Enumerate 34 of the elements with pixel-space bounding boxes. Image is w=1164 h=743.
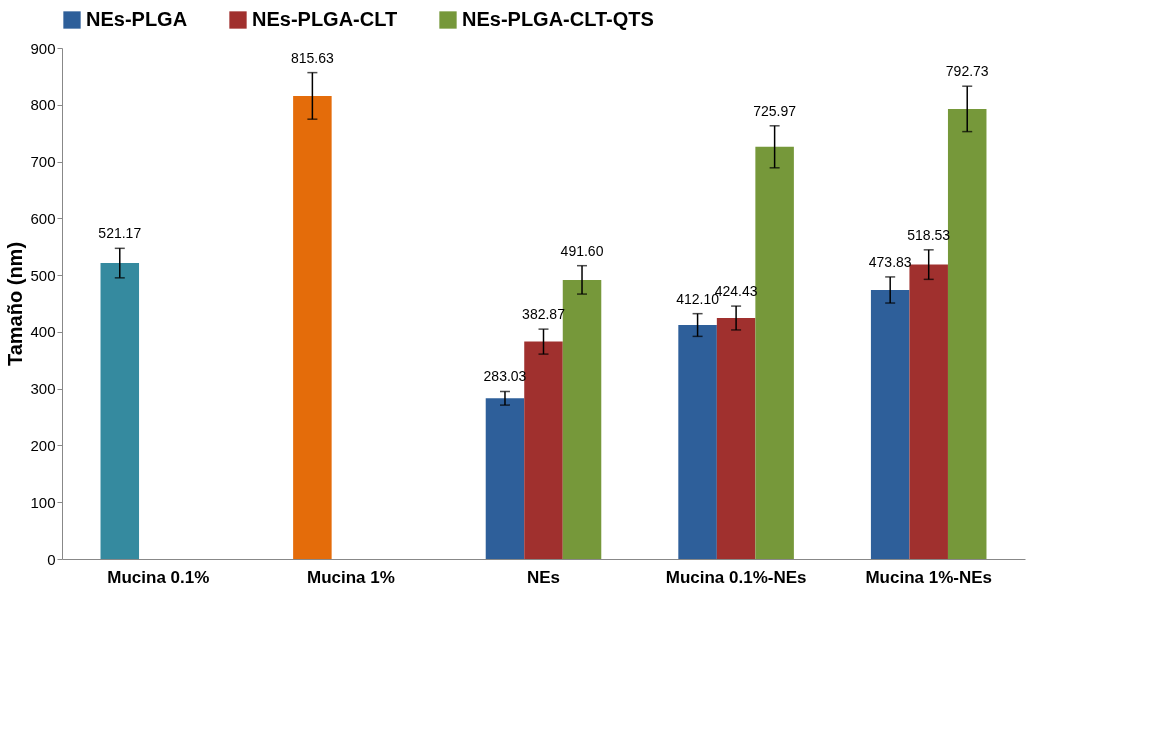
data-label: 725.97 bbox=[753, 102, 797, 119]
bar bbox=[755, 146, 794, 559]
x-tick-label: Mucina 1%-NEs bbox=[865, 567, 992, 587]
bar bbox=[524, 341, 563, 559]
bar bbox=[870, 289, 910, 559]
legend-label: NEs-PLGA-CLT-QTS bbox=[462, 8, 654, 30]
y-tick-label: 900 bbox=[30, 39, 56, 57]
legend-label: NEs-PLGA-CLT bbox=[252, 8, 398, 30]
y-tick-label: 400 bbox=[30, 323, 56, 341]
bar bbox=[909, 264, 948, 559]
x-tick-label: Mucina 1% bbox=[306, 567, 395, 587]
y-tick-label: 600 bbox=[30, 209, 56, 227]
x-tick-label: NEs bbox=[526, 567, 561, 587]
bar bbox=[293, 95, 332, 559]
y-tick-label: 100 bbox=[30, 493, 56, 511]
y-tick-label: 200 bbox=[30, 436, 56, 454]
y-tick-label: 0 bbox=[47, 550, 56, 568]
y-axis-title: Tamaño (nm) bbox=[4, 241, 27, 367]
bar bbox=[678, 325, 717, 559]
y-tick-label: 300 bbox=[30, 380, 56, 398]
y-tick-label: 500 bbox=[30, 266, 56, 284]
data-label: 491.60 bbox=[560, 242, 604, 259]
x-tick-label: Mucina 0.1% bbox=[107, 567, 210, 587]
legend-label: NEs-PLGA bbox=[86, 8, 188, 30]
x-tick-label: Mucina 0.1%-NEs bbox=[665, 567, 807, 587]
data-label: 521.17 bbox=[98, 225, 142, 242]
bar bbox=[485, 398, 525, 559]
data-label: 815.63 bbox=[290, 49, 334, 66]
y-tick-label: 700 bbox=[30, 153, 56, 171]
data-label: 473.83 bbox=[868, 253, 912, 270]
bar bbox=[100, 263, 140, 559]
bar bbox=[716, 318, 756, 559]
y-tick-label: 800 bbox=[30, 96, 56, 114]
data-label: 792.73 bbox=[945, 63, 989, 80]
